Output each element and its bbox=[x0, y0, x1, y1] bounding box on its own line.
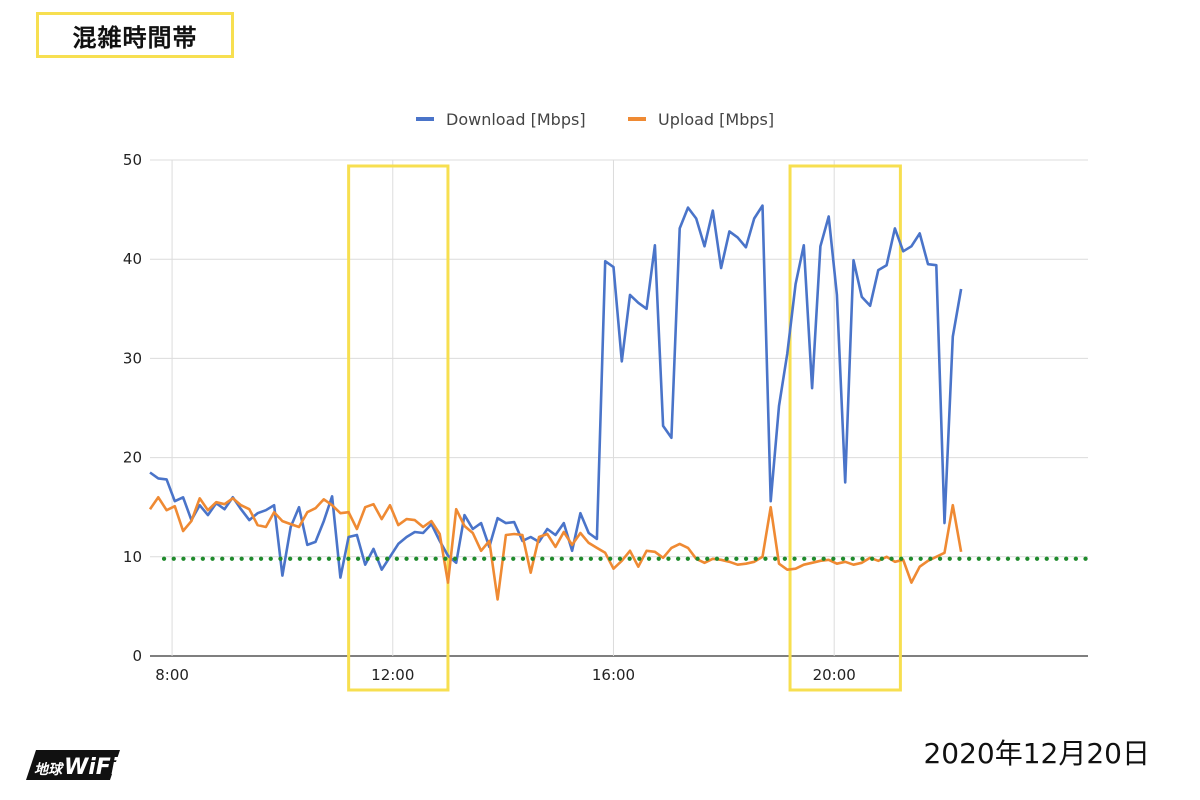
x-tick-label: 16:00 bbox=[592, 666, 635, 684]
x-tick-label: 12:00 bbox=[371, 666, 414, 684]
x-tick-label: 8:00 bbox=[155, 666, 189, 684]
y-tick-label: 0 bbox=[132, 647, 142, 665]
grid-layer bbox=[150, 159, 1088, 657]
upload-line bbox=[148, 496, 963, 601]
legend: Download [Mbps] Upload [Mbps] bbox=[416, 110, 774, 129]
download-line bbox=[149, 204, 963, 579]
y-tick-label: 40 bbox=[123, 250, 142, 268]
peak-hours-badge: 混雑時間帯 bbox=[36, 12, 234, 58]
peak-hours-label: 混雑時間帯 bbox=[72, 23, 198, 52]
report-date: 2020年12月20日 bbox=[923, 737, 1150, 770]
peak-hours-highlight bbox=[347, 164, 450, 692]
x-tick-label: 20:00 bbox=[813, 666, 856, 684]
svg-text:WiFi: WiFi bbox=[64, 755, 119, 780]
legend-label: Download [Mbps] bbox=[446, 110, 586, 129]
chikyu-wifi-logo: 地球 WiFi bbox=[26, 748, 120, 782]
legend-label: Upload [Mbps] bbox=[658, 110, 774, 129]
peak-hours-highlight bbox=[788, 164, 902, 692]
axis-label-layer: 0 10 20 30 40 50 8:00 12:00 16:00 20:00 bbox=[123, 151, 856, 684]
y-tick-label: 30 bbox=[123, 349, 142, 367]
highlight-layer bbox=[347, 164, 902, 692]
y-tick-label: 10 bbox=[123, 548, 142, 566]
y-tick-label: 20 bbox=[123, 449, 142, 467]
svg-text:地球: 地球 bbox=[34, 761, 65, 778]
y-tick-label: 50 bbox=[123, 151, 142, 169]
series-layer bbox=[148, 204, 963, 601]
